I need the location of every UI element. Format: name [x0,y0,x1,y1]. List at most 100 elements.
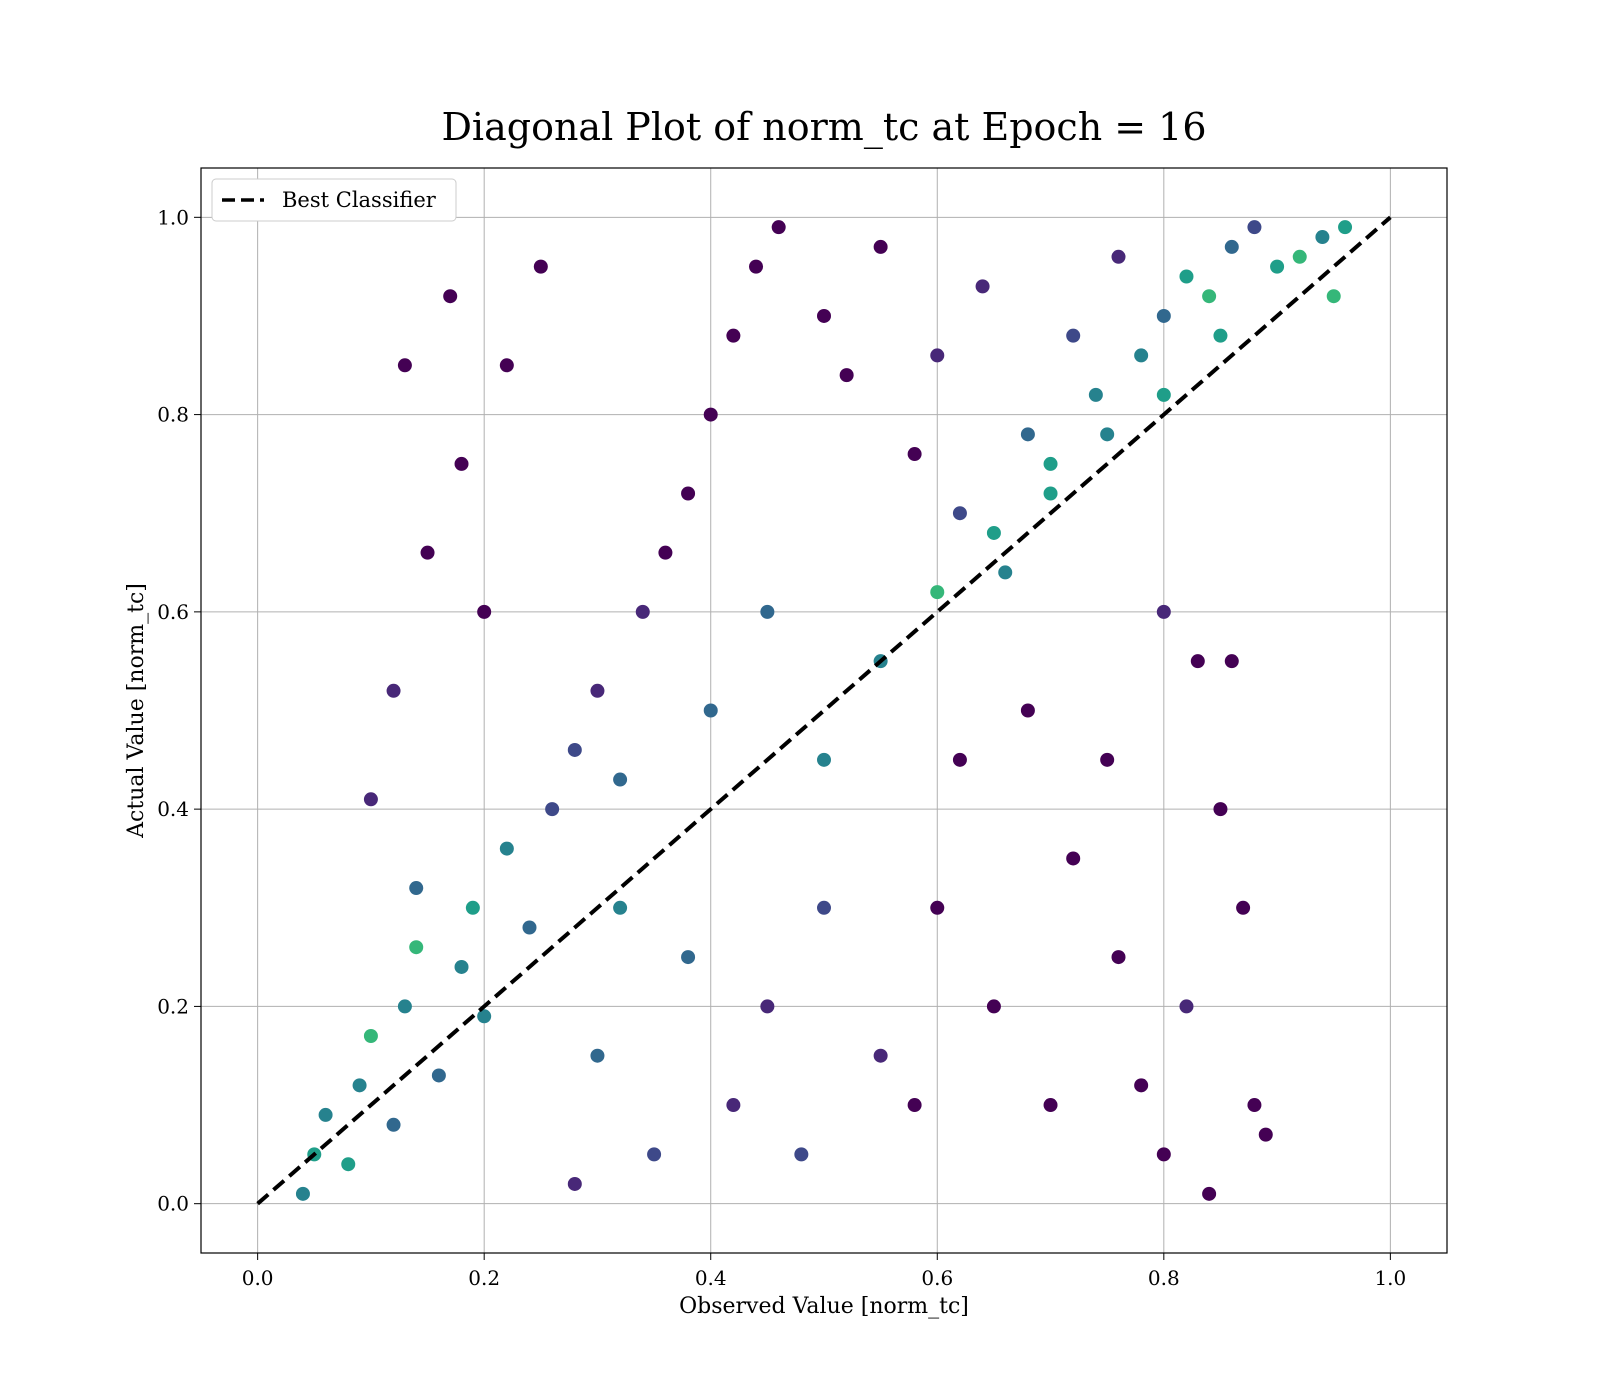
scatter-point [1213,328,1228,343]
scatter-point [1315,230,1330,245]
scatter-point [1213,802,1228,817]
y-tick-label: 0.4 [157,797,189,821]
scatter-point [930,900,945,915]
scatter-point [1247,1098,1262,1113]
legend: Best Classifier [211,178,457,222]
scatter-point [409,881,424,896]
scatter-point [1043,1098,1058,1113]
scatter-point [1202,1186,1217,1201]
scatter-point [533,259,548,274]
scatter-point [352,1078,367,1093]
scatter-point [1179,999,1194,1014]
scatter-point [443,289,458,304]
scatter-point [681,950,696,965]
scatter-point [794,1147,809,1162]
scatter-point [1156,308,1171,323]
y-tick-label: 0.0 [157,1192,189,1216]
scatter-point [771,220,786,235]
scatter-point [477,604,492,619]
scatter-point [613,900,628,915]
scatter-point [1224,654,1239,669]
scatter-point [1043,486,1058,501]
x-tick-label: 1.0 [1374,1266,1406,1290]
x-tick-label: 0.4 [695,1266,727,1290]
x-tick-label: 0.8 [1148,1266,1180,1290]
scatter-point [817,752,831,767]
scatter-point [817,900,831,915]
scatter-point [341,1157,356,1172]
scatter-point [952,506,967,521]
x-axis-label: Observed Value [norm_tc] [679,1294,969,1319]
y-axis-label: Actual Value [norm_tc] [124,583,149,839]
scatter-point [1111,249,1126,264]
scatter-point [1247,220,1262,235]
scatter-point [1224,239,1239,254]
scatter-point [647,1147,662,1162]
scatter-point [1066,328,1081,343]
scatter-point [1043,456,1058,471]
scatter-point [1156,604,1171,619]
scatter-point [613,772,628,787]
ticks: 0.0 0.2 0.4 0.6 0.8 1.0 0.0 0.2 0.4 0.6 0.8 1.0 [157,205,1406,1290]
scatter-point [397,358,412,373]
scatter-point [998,565,1013,580]
legend-box [211,178,457,222]
scatter-point [1100,427,1115,442]
scatter-point [839,368,854,383]
scatter-point [454,456,469,471]
scatter-point [1270,259,1285,274]
scatter-point [409,940,424,955]
scatter-point [760,999,775,1014]
scatter-point [1066,851,1081,866]
scatter-point [986,525,1001,540]
scatter-point [567,742,582,757]
scatter-point [318,1107,333,1122]
scatter-point [907,1098,922,1113]
scatter-point [545,802,560,817]
scatter-point [1179,269,1194,284]
chart-title: Diagonal Plot of norm_tc at Epoch = 16 [441,105,1206,150]
scatter-point [590,683,605,698]
scatter-point [499,358,514,373]
scatter-point [1236,900,1251,915]
scatter-point [1202,289,1217,304]
scatter-point [477,1009,492,1024]
scatter-point [363,1029,378,1043]
scatter-point [817,308,831,323]
scatter-point [386,683,401,698]
scatter-point [930,348,945,363]
scatter-point [1020,703,1035,718]
scatter-point [907,447,922,462]
scatter-point [1020,427,1035,442]
scatter-point [703,407,718,422]
scatter-point [986,999,1001,1014]
scatter-point [1190,654,1205,669]
scatter-point [930,585,945,600]
scatter-point [1156,387,1171,402]
scatter-point [363,792,378,807]
scatter-point [1111,950,1126,965]
x-tick-label: 0.0 [242,1266,274,1290]
y-tick-label: 0.6 [157,600,189,624]
scatter-point [1156,1147,1171,1162]
plot-frame [200,167,1448,1254]
scatter-point [397,999,412,1014]
scatter-point [873,239,888,254]
scatter-point [1134,1078,1149,1093]
x-tick-label: 0.2 [468,1266,500,1290]
scatter-point [386,1117,401,1132]
scatter-point [1088,387,1103,402]
scatter-point [975,279,990,294]
scatter-point [873,1048,888,1063]
scatter-point [1292,249,1307,264]
scatter-point [567,1176,582,1191]
scatter-point [635,604,650,619]
scatter-points [295,220,1353,1201]
scatter-point [454,959,469,974]
scatter-point [522,920,537,935]
y-tick-label: 0.8 [157,403,189,427]
scatter-point [1338,220,1353,235]
scatter-point [681,486,696,501]
